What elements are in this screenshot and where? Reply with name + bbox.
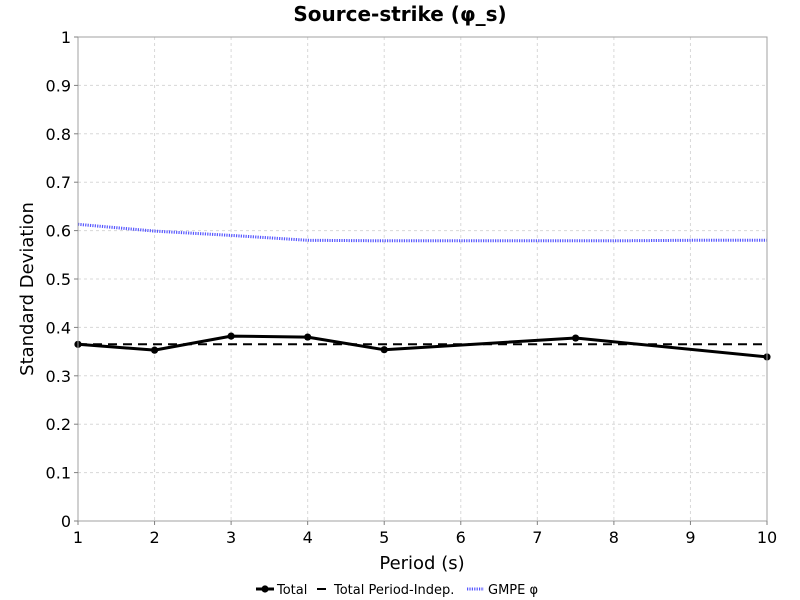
y-tick-label: 0.5 (46, 270, 71, 289)
legend-label: GMPE φ (488, 583, 538, 598)
legend-entry-gmpe: GMPE φ (467, 583, 538, 598)
legend-entry-total: Total (256, 583, 307, 598)
y-tick-label: 0.7 (46, 173, 71, 192)
y-axis-label: Standard Deviation (17, 202, 38, 376)
x-tick-label: 8 (609, 528, 619, 547)
legend: Total Total Period-Indep. GMPE φ (256, 583, 538, 598)
y-tick-label: 0.6 (46, 222, 71, 241)
y-tick-label: 0.9 (46, 76, 71, 95)
y-tick-label: 0.1 (46, 464, 71, 483)
x-tick-label: 7 (532, 528, 542, 547)
grid (78, 37, 767, 521)
data-point-total (572, 334, 580, 342)
y-tick-label: 0.8 (46, 125, 71, 144)
legend-entry-total-period-indep: Total Period-Indep. (317, 583, 454, 598)
x-tick-label: 4 (303, 528, 313, 547)
x-tick-label: 6 (456, 528, 466, 547)
x-tick-label: 5 (379, 528, 389, 547)
x-tick-label: 1 (73, 528, 83, 547)
y-tick-label: 0.2 (46, 415, 71, 434)
legend-label: Total Period-Indep. (333, 583, 454, 598)
y-tick-label: 0.3 (46, 367, 71, 386)
y-tick-label: 0 (61, 512, 71, 531)
series-line-gmpe (77, 222, 767, 243)
data-point-total (380, 346, 388, 354)
legend-marker-total (261, 585, 269, 593)
x-tick-label: 10 (757, 528, 777, 547)
legend-label: Total (276, 583, 307, 598)
series-layer (74, 222, 771, 361)
data-point-total (227, 332, 235, 340)
x-tick-label: 3 (226, 528, 236, 547)
x-tick-label: 9 (685, 528, 695, 547)
x-tick-label: 2 (149, 528, 159, 547)
data-point-total (304, 333, 312, 341)
y-tick-label: 0.4 (46, 318, 71, 337)
data-point-total (150, 346, 159, 354)
ticks: 1 2 3 4 5 6 7 8 9 10 0 0.1 0.2 0.3 0.4 0.5 0.6 0.7 0.8 0.9 1 (46, 28, 778, 547)
y-tick-label: 1 (61, 28, 71, 47)
chart-title: Source-strike (φ_s) (293, 2, 506, 26)
x-axis-label: Period (s) (379, 553, 464, 574)
